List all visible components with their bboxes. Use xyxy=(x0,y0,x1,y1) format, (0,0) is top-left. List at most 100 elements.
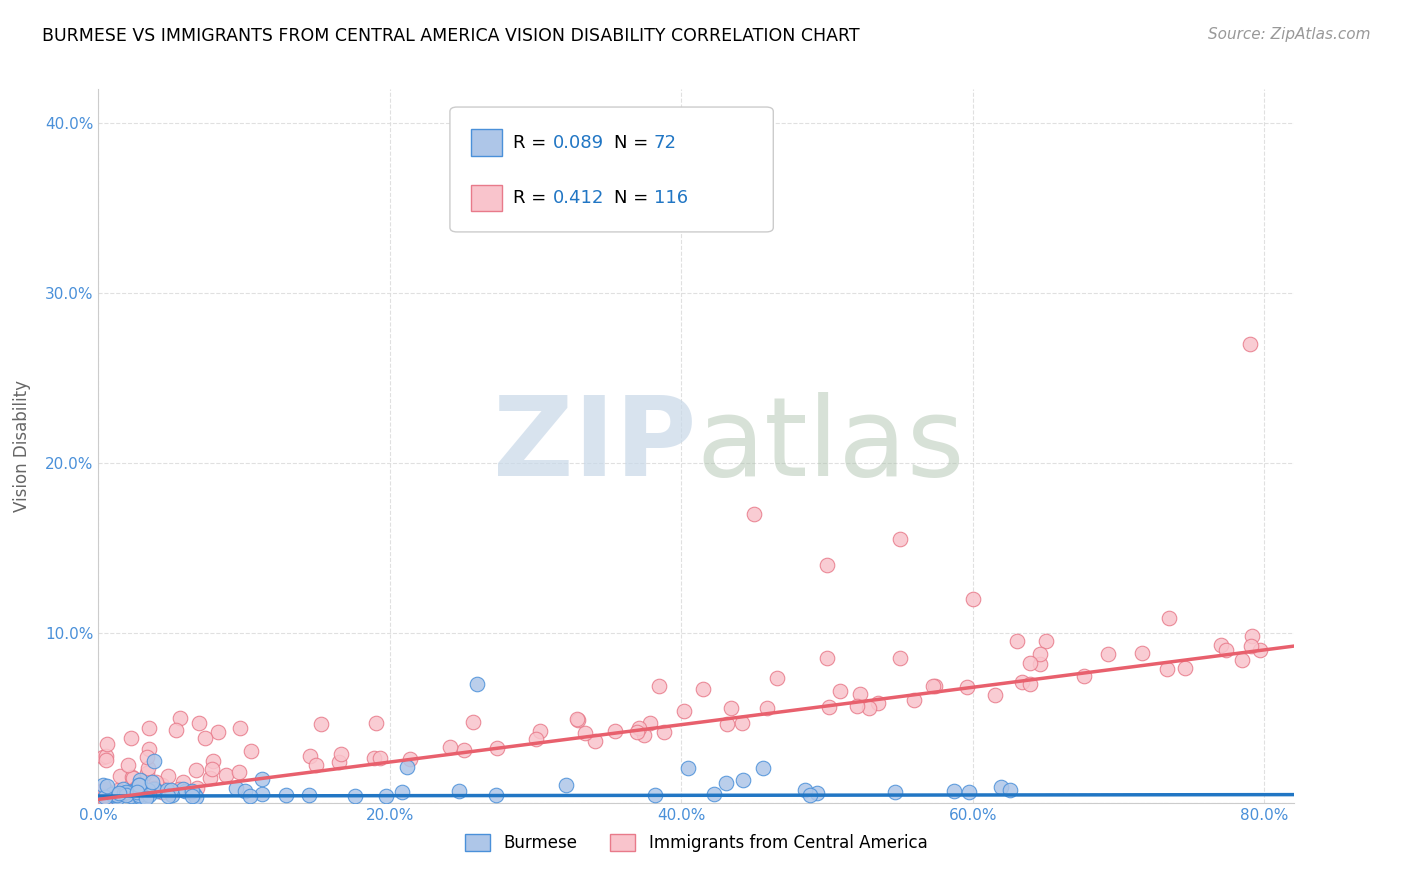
Point xyxy=(1035,634,1057,648)
Point xyxy=(638,715,661,730)
Point xyxy=(299,748,322,763)
Point xyxy=(215,768,238,782)
Point xyxy=(121,771,143,785)
Point xyxy=(111,787,134,801)
Point xyxy=(962,591,984,606)
Point xyxy=(529,723,551,738)
Point xyxy=(858,701,880,715)
Point xyxy=(114,785,136,799)
Point xyxy=(156,782,179,797)
Point xyxy=(93,782,115,797)
Text: 116: 116 xyxy=(654,189,688,207)
Point xyxy=(676,761,699,775)
Point xyxy=(1097,647,1119,661)
Point xyxy=(889,533,911,547)
Point xyxy=(112,786,135,800)
Point xyxy=(105,790,128,805)
Point xyxy=(94,753,117,767)
Point xyxy=(200,762,222,776)
Point xyxy=(756,701,779,715)
Point xyxy=(720,700,742,714)
Point xyxy=(461,714,484,729)
Point xyxy=(716,716,738,731)
Point xyxy=(644,788,666,802)
Point xyxy=(567,713,589,727)
Point xyxy=(583,734,606,748)
Point xyxy=(138,742,160,756)
Point xyxy=(172,775,194,789)
Point xyxy=(742,507,765,521)
Point xyxy=(118,785,141,799)
Point xyxy=(115,788,138,802)
Point xyxy=(889,651,911,665)
Point xyxy=(1073,669,1095,683)
Point xyxy=(150,785,173,799)
Point xyxy=(184,763,207,777)
Point xyxy=(990,780,1012,794)
Point xyxy=(1239,337,1261,351)
Point xyxy=(184,790,207,805)
Point xyxy=(128,788,150,802)
Point xyxy=(1029,648,1052,662)
Point xyxy=(439,740,461,755)
Point xyxy=(305,758,328,772)
Point xyxy=(96,791,118,805)
Point xyxy=(96,749,118,764)
Point xyxy=(124,782,146,797)
Point xyxy=(91,778,114,792)
Point xyxy=(730,715,752,730)
Point xyxy=(1215,643,1237,657)
Point xyxy=(135,788,157,802)
Point xyxy=(1029,657,1052,671)
Text: R =: R = xyxy=(513,134,553,152)
Point xyxy=(648,679,671,693)
Point xyxy=(111,781,134,796)
Point xyxy=(330,747,353,762)
Point xyxy=(136,766,159,780)
Point xyxy=(555,779,578,793)
Point xyxy=(363,751,385,765)
Point xyxy=(146,784,169,798)
Point xyxy=(1240,639,1263,653)
Point xyxy=(180,789,202,804)
Point xyxy=(672,704,695,718)
Point xyxy=(1007,633,1029,648)
Point xyxy=(156,769,179,783)
Point xyxy=(716,775,738,789)
Point xyxy=(145,775,167,789)
Point xyxy=(150,778,173,792)
Point xyxy=(605,723,627,738)
Point xyxy=(703,787,725,801)
Point xyxy=(105,788,128,802)
Point xyxy=(1159,611,1181,625)
Point xyxy=(1174,660,1197,674)
Point xyxy=(128,789,150,804)
Point xyxy=(250,772,273,787)
Point xyxy=(485,788,508,802)
Point xyxy=(233,784,256,798)
Point xyxy=(943,783,966,797)
Point xyxy=(183,787,205,801)
Point xyxy=(201,754,224,768)
Point xyxy=(398,751,420,765)
Text: N =: N = xyxy=(614,189,654,207)
Point xyxy=(96,779,118,793)
Point xyxy=(128,789,150,804)
Point xyxy=(328,755,350,769)
Point xyxy=(117,758,139,772)
Point xyxy=(391,784,413,798)
Point xyxy=(626,725,648,739)
Point xyxy=(120,731,142,746)
Point xyxy=(107,782,129,797)
Point xyxy=(957,785,980,799)
Point xyxy=(93,791,115,805)
Point xyxy=(138,788,160,802)
Point xyxy=(274,788,297,802)
Point xyxy=(239,789,262,803)
Point xyxy=(225,780,247,795)
Point xyxy=(120,789,142,803)
Y-axis label: Vision Disability: Vision Disability xyxy=(13,380,31,512)
Text: Source: ZipAtlas.com: Source: ZipAtlas.com xyxy=(1208,27,1371,42)
Point xyxy=(799,789,821,803)
Legend: Burmese, Immigrants from Central America: Burmese, Immigrants from Central America xyxy=(458,827,934,859)
